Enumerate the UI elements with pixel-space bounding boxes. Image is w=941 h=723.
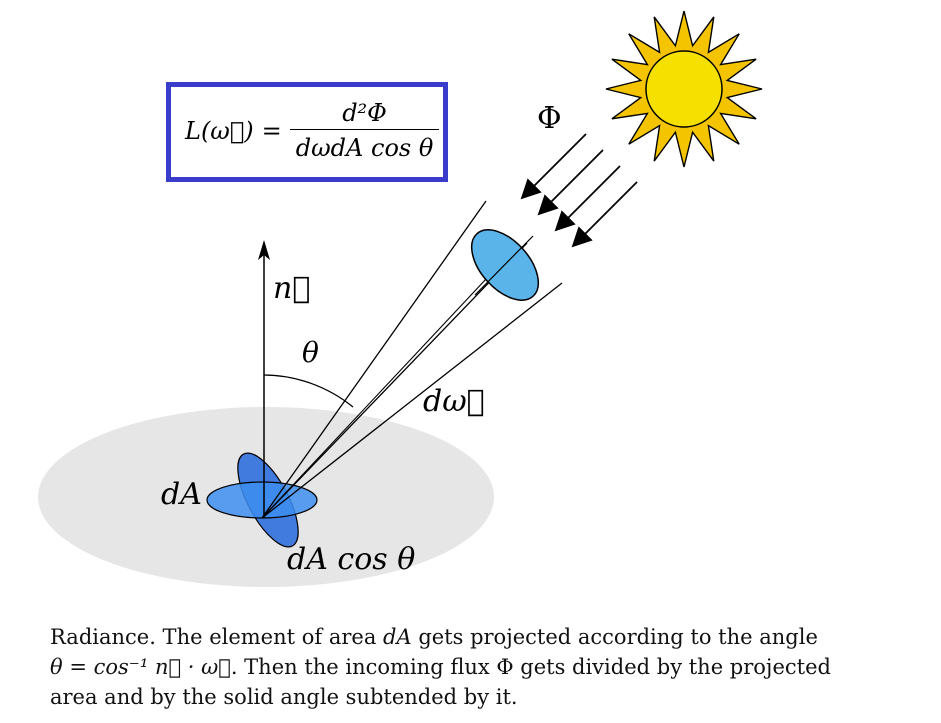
flux-arrows [520, 133, 638, 248]
theta-label: θ [302, 336, 319, 369]
formula-numerator: d²Φ [342, 99, 387, 127]
radiance-formula-box: L(ω⃗) = d²Φ dωdA cos θ [166, 82, 448, 182]
caption-line2-math: θ = cos⁻¹ n⃗ · ω⃗ [50, 655, 231, 679]
formula-denominator: dωdA cos θ [289, 129, 440, 162]
caption-line1-var: dA [383, 625, 412, 649]
cone-line-outer-left [261, 200, 487, 519]
theta-arc [263, 374, 354, 408]
cone-line-inner [261, 261, 503, 519]
cone-line-center [261, 242, 528, 519]
cone-disk-chord [474, 235, 534, 296]
radiance-diagram: Φ n⃗ θ dω⃗ dA dA cos θ [38, 10, 763, 587]
normal-label: n⃗ [273, 271, 310, 306]
caption-line3: area and by the solid angle subtended by… [50, 685, 518, 709]
formula-fraction: d²Φ dωdA cos θ [289, 99, 440, 162]
caption-line2-post: . Then the incoming flux Φ gets divided … [230, 655, 831, 679]
flux-label: Φ [537, 101, 562, 136]
formula-equals: = [261, 116, 282, 145]
formula-lhs: L(ω⃗) [185, 116, 254, 145]
solid-angle-label: dω⃗ [423, 384, 485, 419]
figure-caption: Radiance. The element of area dA gets pr… [50, 622, 918, 712]
sun-icon [605, 10, 763, 168]
caption-line1-post: gets projected according to the angle [411, 625, 818, 649]
normal-arrowhead [258, 240, 270, 260]
cone-line-outer-right [261, 282, 563, 519]
radiance-formula: L(ω⃗) = d²Φ dωdA cos θ [185, 99, 440, 162]
area-label: dA [161, 477, 202, 512]
projected-area-label: dA cos θ [287, 542, 415, 577]
caption-line1-pre: Radiance. The element of area [50, 625, 384, 649]
